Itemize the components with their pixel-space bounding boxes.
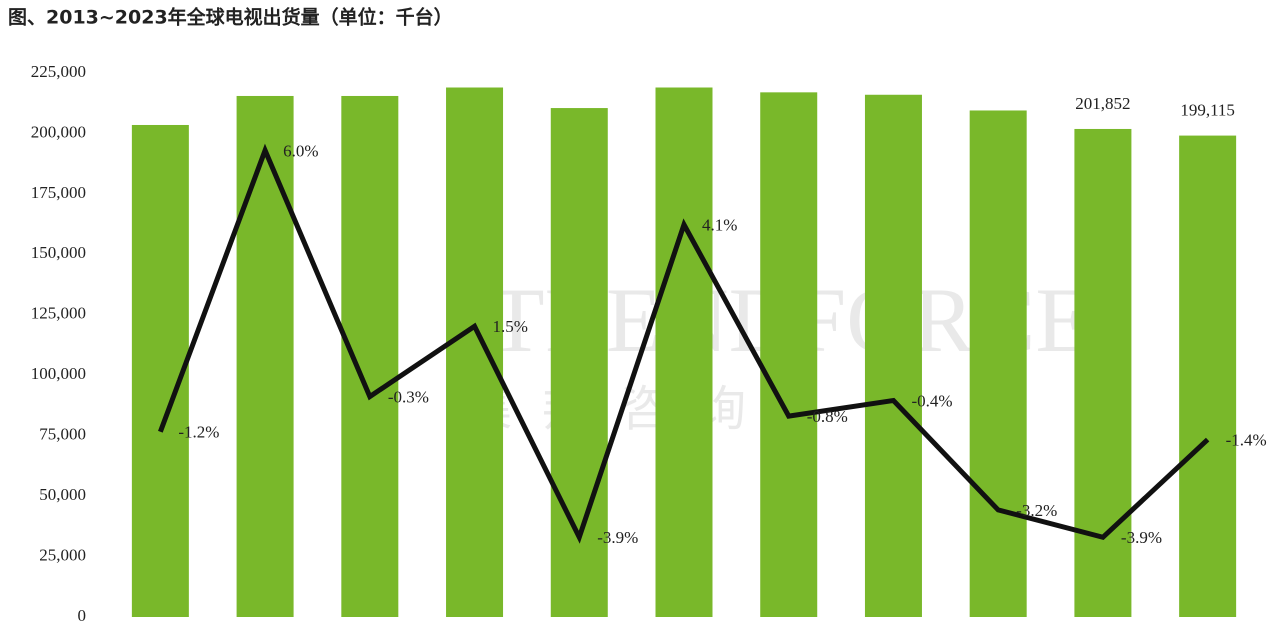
- y-tick-label: 75,000: [39, 425, 86, 444]
- data-label: 4.1%: [702, 216, 737, 235]
- bar: [236, 95, 294, 618]
- data-label: -1.4%: [1226, 430, 1267, 449]
- data-label: -1.2%: [178, 423, 219, 442]
- data-label: 201,852: [1075, 94, 1130, 113]
- line: [158, 143, 1210, 544]
- data-label: -3.2%: [1016, 501, 1057, 520]
- bar: [864, 94, 922, 617]
- y-tick-label: 25,000: [39, 545, 86, 564]
- y-tick-label: 175,000: [31, 183, 86, 202]
- data-label: -3.9%: [1121, 528, 1162, 547]
- bar: [341, 95, 399, 618]
- data-label: 1.5%: [493, 317, 528, 336]
- bar: [131, 124, 189, 617]
- y-tick-label: 150,000: [31, 243, 86, 262]
- bar: [446, 87, 504, 618]
- data-label: -0.4%: [911, 391, 952, 410]
- y-tick-label: 125,000: [31, 304, 86, 323]
- bar: [969, 110, 1027, 617]
- data-label: 199,115: [1180, 100, 1235, 119]
- bar: [655, 87, 713, 618]
- y-tick-label: 50,000: [39, 485, 86, 504]
- y-tick-label: 200,000: [31, 122, 86, 141]
- bar: [1179, 135, 1237, 618]
- data-label: -3.9%: [597, 528, 638, 547]
- y-tick-label: 225,000: [31, 62, 86, 81]
- y-tick-label: 100,000: [31, 364, 86, 383]
- data-label: -0.8%: [807, 407, 848, 426]
- data-label: -0.3%: [388, 387, 429, 406]
- chart-title: 图、2013~2023年全球电视出货量（单位：千台）: [8, 6, 453, 29]
- y-tick-label: 0: [78, 606, 87, 625]
- data-label: 6.0%: [283, 141, 318, 160]
- bar: [760, 92, 818, 617]
